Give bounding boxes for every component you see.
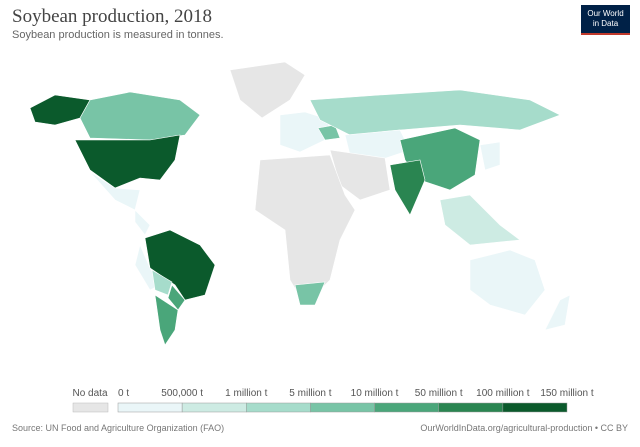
source: Source: UN Food and Agriculture Organiza… — [12, 423, 224, 433]
subtitle: Soybean production is measured in tonnes… — [12, 29, 224, 41]
central-asia — [344, 129, 411, 161]
logo-stripe — [581, 33, 630, 35]
new-zealand — [544, 294, 571, 331]
greenland — [229, 61, 306, 119]
legend: No data 0 t 500,000 t 1 million t 5 million… — [72, 388, 594, 413]
australia — [469, 249, 546, 316]
legend-label: 100 million t — [476, 388, 530, 399]
legend-label: 50 million t — [415, 388, 463, 399]
legend-swatch — [117, 402, 183, 413]
world-map — [29, 61, 571, 346]
japan-korea — [479, 141, 501, 171]
ukraine — [317, 124, 341, 141]
legend-swatch — [438, 402, 504, 413]
legend-swatch — [181, 402, 247, 413]
title: Soybean production, 2018 — [12, 6, 212, 27]
canada — [79, 91, 201, 141]
legend-label: No data — [72, 388, 107, 399]
legend-label: 5 million t — [289, 388, 331, 399]
legend-swatch — [246, 402, 311, 413]
south-africa — [294, 281, 326, 306]
url: OurWorldInData.org/agricultural-producti… — [420, 423, 628, 433]
legend-swatch — [310, 402, 375, 413]
legend-label: 150 million t — [540, 388, 594, 399]
mexico — [89, 171, 141, 211]
legend-label: 1 million t — [225, 388, 267, 399]
legend-swatch — [502, 402, 568, 413]
logo-text: Our World — [587, 9, 623, 18]
legend-label: 500,000 t — [161, 388, 203, 399]
legend-label: 0 t — [118, 388, 129, 399]
africa — [254, 154, 356, 306]
no-data-swatch — [72, 402, 109, 413]
russia — [309, 89, 561, 136]
legend-label: 10 million t — [351, 388, 399, 399]
india — [389, 159, 426, 216]
logo-text: in Data — [593, 19, 619, 28]
southeast-asia — [439, 194, 521, 246]
usa — [74, 134, 181, 189]
logo — [581, 5, 630, 35]
legend-swatch — [374, 402, 439, 413]
argentina — [154, 294, 179, 346]
central-america — [134, 209, 151, 236]
bolivia — [151, 269, 173, 296]
